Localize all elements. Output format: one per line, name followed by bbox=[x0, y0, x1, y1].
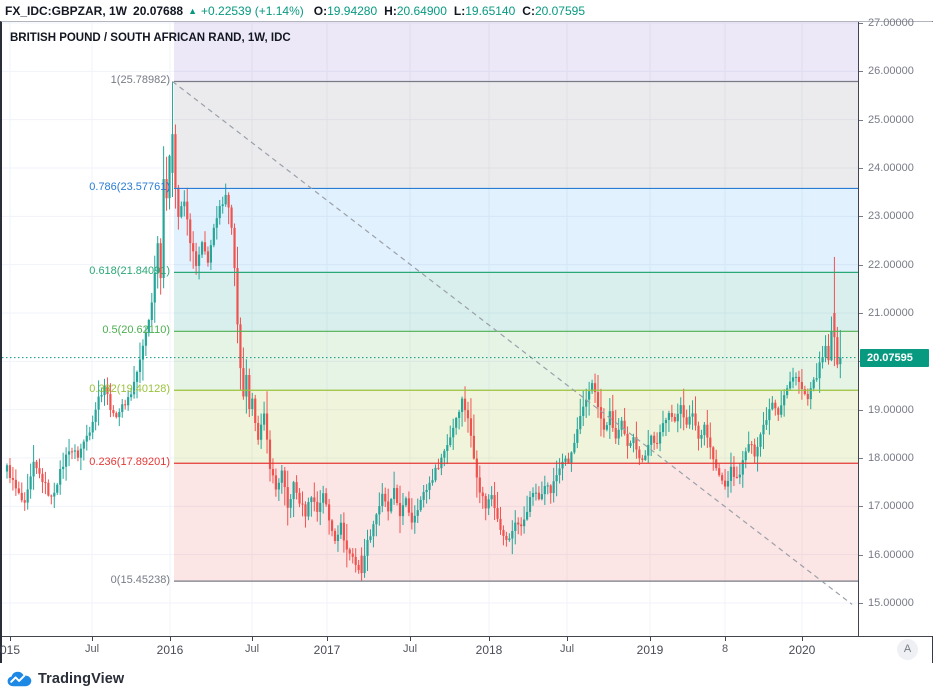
footer: TradingView bbox=[0, 663, 933, 694]
price-tick-mark bbox=[859, 409, 863, 411]
time-tick-mark bbox=[10, 637, 11, 641]
time-tick-mark bbox=[650, 637, 651, 641]
fib-label-0: 0(15.45238) bbox=[110, 574, 170, 587]
price-tick-label: 17.00000 bbox=[868, 500, 914, 513]
grid-lines bbox=[2, 22, 858, 636]
price-tick-mark bbox=[859, 506, 863, 508]
time-tick-label: 2018 bbox=[475, 643, 503, 657]
price-tick-mark bbox=[859, 167, 863, 169]
fib-label-1: 1(25.78982) bbox=[110, 74, 170, 87]
price-tick-mark bbox=[859, 216, 863, 218]
time-tick-mark bbox=[170, 637, 171, 641]
price-tick-mark bbox=[859, 457, 863, 459]
price-tick-label: 23.00000 bbox=[868, 210, 914, 223]
time-tick-label: 8 bbox=[721, 643, 729, 655]
time-tick-mark bbox=[92, 637, 93, 641]
candles[interactable] bbox=[5, 81, 842, 582]
fib-retracement-bands bbox=[174, 22, 858, 582]
price-tick-mark bbox=[859, 119, 863, 121]
symbol-info-bar[interactable]: FX_IDC:GBPZAR, 1W 20.07688 ▲ +0.22539 (+… bbox=[0, 0, 933, 21]
time-tick-label: Jul bbox=[244, 643, 260, 655]
fib-label-0.5: 0.5(20.62110) bbox=[102, 324, 170, 337]
time-tick-label: Jul bbox=[559, 643, 575, 655]
auto-scale-button[interactable]: A bbox=[897, 639, 918, 660]
price-change: +0.22539 (+1.14%) bbox=[201, 3, 304, 18]
time-tick-mark bbox=[802, 637, 803, 641]
high-label: H: bbox=[384, 3, 397, 18]
low-value: 19.65140 bbox=[465, 3, 516, 18]
time-tick-label: Jul bbox=[402, 643, 418, 655]
up-arrow-icon: ▲ bbox=[188, 5, 197, 16]
candlestick-chart[interactable] bbox=[2, 22, 858, 636]
fib-label-0.382: 0.382(19.40128) bbox=[89, 383, 170, 396]
time-tick-label: Jul bbox=[84, 643, 100, 655]
tradingview-logo-icon[interactable] bbox=[7, 671, 32, 687]
symbol-name[interactable]: FX_IDC:GBPZAR, 1W bbox=[5, 3, 128, 18]
open-label: O: bbox=[313, 3, 328, 18]
fib-label-0.786: 0.786(23.57761) bbox=[89, 181, 170, 194]
chart-frame: BRITISH POUND / SOUTH AFRICAN RAND, 1W, … bbox=[0, 17, 933, 664]
trend-line[interactable] bbox=[172, 81, 853, 605]
pane-title: BRITISH POUND / SOUTH AFRICAN RAND, 1W, … bbox=[10, 32, 291, 44]
time-tick-mark bbox=[410, 637, 411, 641]
fib-level-lines bbox=[174, 80, 858, 582]
time-tick-label: 2017 bbox=[313, 643, 341, 657]
price-tick-mark bbox=[859, 554, 863, 556]
price-tick-label: 16.00000 bbox=[868, 548, 914, 561]
price-tick-label: 27.00000 bbox=[868, 17, 914, 29]
price-scale[interactable]: 27.00000 26.00000 25.00000 24.00000 23.00000… bbox=[858, 17, 933, 636]
low-label: L: bbox=[453, 3, 466, 18]
price-tick-mark bbox=[859, 312, 863, 314]
last-price-tag: 20.07595 bbox=[860, 348, 929, 367]
fib-label-0.236: 0.236(17.89201) bbox=[89, 456, 170, 469]
close-value: 20.07595 bbox=[534, 3, 586, 18]
last-price: 20.07688 bbox=[133, 3, 184, 18]
price-tick-label: 15.00000 bbox=[868, 596, 914, 609]
price-tick-mark bbox=[859, 71, 863, 73]
price-tick-label: 26.00000 bbox=[868, 65, 914, 78]
price-tick-mark bbox=[859, 264, 863, 266]
chart-pane[interactable]: BRITISH POUND / SOUTH AFRICAN RAND, 1W, … bbox=[2, 22, 858, 636]
price-tick-label: 22.00000 bbox=[868, 258, 914, 271]
price-tick-label: 24.00000 bbox=[868, 161, 914, 174]
tradingview-brand-text[interactable]: TradingView bbox=[38, 670, 125, 687]
time-tick-label: 015 bbox=[0, 643, 21, 657]
time-scale[interactable]: A 015 Jul 2016 Jul 2017 Jul 2018 Jul 2019 8 2020 bbox=[0, 636, 932, 664]
time-tick-label: 2020 bbox=[788, 643, 816, 657]
time-tick-mark bbox=[327, 637, 328, 641]
price-tick-label: 25.00000 bbox=[868, 113, 914, 126]
fib-label-0.618: 0.618(21.84091) bbox=[89, 265, 170, 278]
time-tick-mark bbox=[567, 637, 568, 641]
time-tick-label: 2016 bbox=[156, 643, 184, 657]
close-label: C: bbox=[522, 3, 535, 18]
price-tick-label: 21.00000 bbox=[868, 306, 914, 319]
time-tick-mark bbox=[252, 637, 253, 641]
time-tick-mark bbox=[489, 637, 490, 641]
time-tick-label: 2019 bbox=[636, 643, 664, 657]
price-tick-label: 19.00000 bbox=[868, 403, 914, 416]
high-value: 20.64900 bbox=[396, 3, 447, 18]
open-value: 19.94280 bbox=[327, 3, 378, 18]
price-tick-mark bbox=[859, 602, 863, 604]
time-tick-mark bbox=[725, 637, 726, 641]
price-tick-mark bbox=[859, 23, 863, 24]
price-tick-label: 18.00000 bbox=[868, 451, 914, 464]
